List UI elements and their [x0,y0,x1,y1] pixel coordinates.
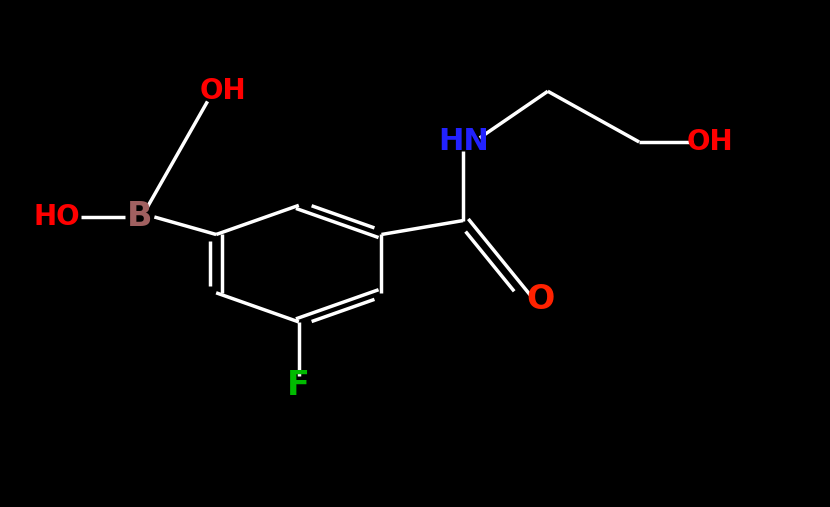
Text: F: F [287,369,310,402]
Text: OH: OH [686,128,733,156]
Text: O: O [526,282,554,316]
Text: HO: HO [33,203,80,231]
Text: OH: OH [199,77,246,105]
Text: HN: HN [437,127,489,157]
Text: B: B [127,200,152,234]
